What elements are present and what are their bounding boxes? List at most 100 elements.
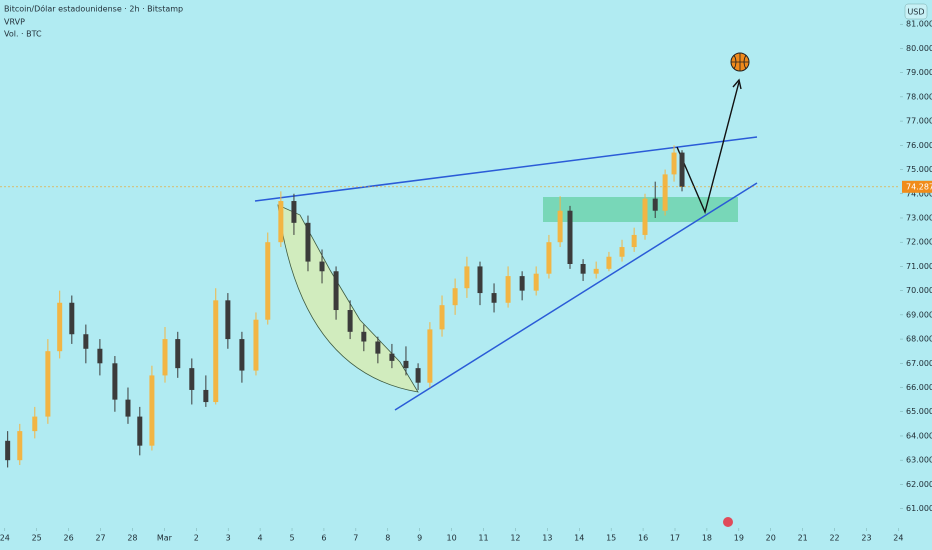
candle-body (679, 152, 685, 187)
x-tick-label: 4 (258, 534, 263, 543)
y-tick-label: 64.000 (906, 431, 932, 440)
candle-body (112, 363, 118, 400)
candle-body (291, 201, 297, 223)
currency: USD (907, 8, 924, 17)
candle-body (213, 300, 219, 403)
y-tick-label: 81.000 (906, 20, 932, 29)
x-tick-label: 28 (127, 534, 137, 543)
candle-body (652, 198, 658, 211)
x-tick-label: 18 (702, 534, 712, 543)
candle-body (57, 302, 63, 352)
x-tick-label: Mar (157, 534, 173, 543)
indicator: Vol. · BTC (4, 30, 42, 39)
x-tick-label: 7 (353, 534, 358, 543)
candle-body (239, 339, 245, 371)
candle-body (557, 210, 563, 243)
y-tick-label: 70.000 (906, 286, 932, 295)
y-tick-label: 78.000 (906, 92, 932, 101)
x-tick-label: 24 (893, 534, 903, 543)
x-tick-label: 16 (638, 534, 648, 543)
candle-body (149, 375, 155, 446)
resistance-line (254, 136, 758, 202)
y-tick-label: 77.000 (906, 117, 932, 126)
candle-body (662, 174, 668, 211)
x-tick-label: 9 (417, 534, 422, 543)
candle-body (642, 198, 648, 235)
x-tick-label: 14 (574, 534, 584, 543)
candle-body (83, 334, 89, 349)
event-flag (723, 517, 733, 527)
cup-shape (277, 204, 419, 393)
candle-body (671, 152, 677, 175)
candle-body (631, 234, 637, 248)
x-tick-label: 21 (798, 534, 808, 543)
candle-body (162, 339, 168, 376)
x-tick-label: 15 (606, 534, 616, 543)
candle-body (175, 339, 181, 369)
candle-body (5, 440, 11, 461)
y-tick-label: 74.000 (906, 189, 932, 198)
indicator: VRVP (4, 18, 25, 27)
candle-body (17, 431, 23, 461)
candle-body (452, 288, 458, 306)
candle-body (519, 276, 525, 291)
y-tick-label: 73.000 (906, 213, 932, 222)
x-tick-label: 22 (829, 534, 839, 543)
candle-body (415, 368, 421, 383)
candle-body (464, 266, 470, 289)
candle-body (347, 310, 353, 332)
x-tick-label: 8 (385, 534, 390, 543)
candle-body (305, 222, 311, 262)
x-tick-label: 2 (194, 534, 199, 543)
support-line (394, 182, 758, 411)
x-tick-label: 26 (64, 534, 74, 543)
candle-body (606, 256, 612, 269)
chart-title: Bitcoin/Dólar estadounidense · 2h · Bits… (4, 4, 183, 14)
candles (5, 145, 685, 468)
candle-body (477, 266, 483, 294)
candle-body (319, 261, 325, 272)
currency-box (904, 3, 928, 20)
last-price-box (902, 180, 932, 193)
drawings (254, 52, 758, 527)
y-tick-label: 71.000 (906, 262, 932, 271)
candle-body (189, 368, 195, 390)
x-tick-label: 23 (861, 534, 871, 543)
candle-body (203, 389, 209, 403)
y-tick-label: 61.000 (906, 504, 932, 513)
x-tick-label: 20 (766, 534, 776, 543)
x-tick-label: 6 (321, 534, 326, 543)
x-tick-label: 24 (0, 534, 10, 543)
x-tick-label: 3 (226, 534, 231, 543)
candle-body (32, 416, 38, 432)
x-tick-label: 12 (510, 534, 520, 543)
candle-body (375, 341, 381, 354)
x-tick-label: 5 (289, 534, 294, 543)
candle-body (333, 271, 339, 311)
candle-body (69, 302, 75, 335)
x-tick-label: 13 (542, 534, 552, 543)
candle-body (593, 268, 599, 274)
candle-body (97, 348, 103, 364)
candle-body (253, 319, 259, 371)
candle-body (137, 416, 143, 446)
y-tick-label: 63.000 (906, 456, 932, 465)
candle-body (533, 273, 539, 291)
candle-body (45, 351, 51, 417)
x-tick-label: 11 (478, 534, 488, 543)
y-tick-label: 79.000 (906, 68, 932, 77)
candle-body (546, 242, 552, 274)
arrow-head (732, 78, 742, 90)
candle-body (505, 276, 511, 303)
candle-body (389, 353, 395, 361)
candle-body (278, 201, 284, 243)
last-price-label: 74.287 (906, 182, 932, 191)
candle-body (580, 264, 586, 274)
y-tick-label: 80.000 (906, 44, 932, 53)
ball-lines (731, 53, 749, 71)
candle-body (427, 329, 433, 383)
y-tick-label: 69.000 (906, 310, 932, 319)
y-tick-label: 62.000 (906, 480, 932, 489)
y-tick-label: 72.000 (906, 238, 932, 247)
